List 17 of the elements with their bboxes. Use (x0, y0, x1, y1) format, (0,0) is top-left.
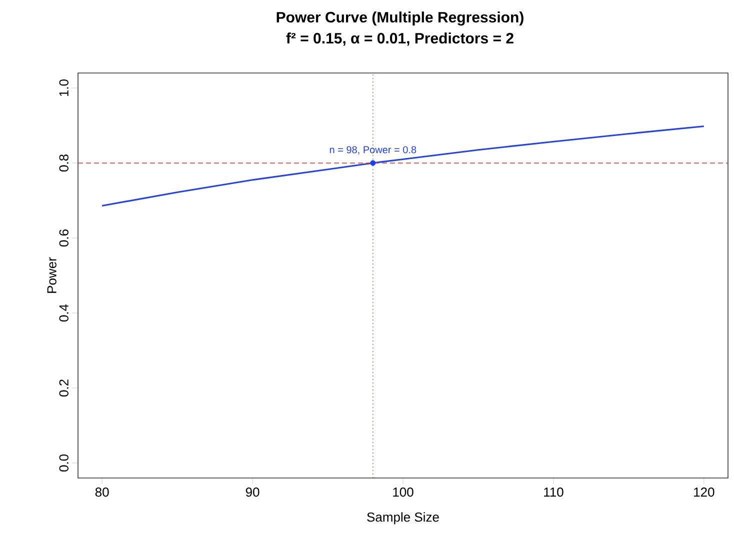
x-tick-label: 120 (694, 488, 714, 497)
chart-subtitle: f² = 0.15, α = 0.01, Predictors = 2 (286, 32, 514, 46)
y-tick-label: 0.4 (59, 304, 68, 322)
y-tick-label: 1.0 (59, 79, 68, 96)
x-axis-title: Sample Size (367, 512, 439, 524)
annotation: n = 98, Power = 0.8 (330, 146, 416, 154)
y-tick-label: 0.2 (59, 380, 68, 397)
x-tick-label: 100 (393, 488, 414, 497)
x-tick-label: 80 (95, 488, 109, 497)
y-axis-title: Power (47, 257, 56, 293)
x-tick-label: 90 (246, 488, 260, 497)
line-series (101, 125, 705, 207)
y-tick-label: 0.8 (59, 154, 68, 172)
x-tick-label: 110 (544, 488, 564, 497)
chart-title: Power Curve (Multiple Regression) (276, 12, 524, 26)
y-tick-label: 0.6 (59, 230, 68, 247)
y-tick-label: 0.0 (59, 454, 68, 472)
